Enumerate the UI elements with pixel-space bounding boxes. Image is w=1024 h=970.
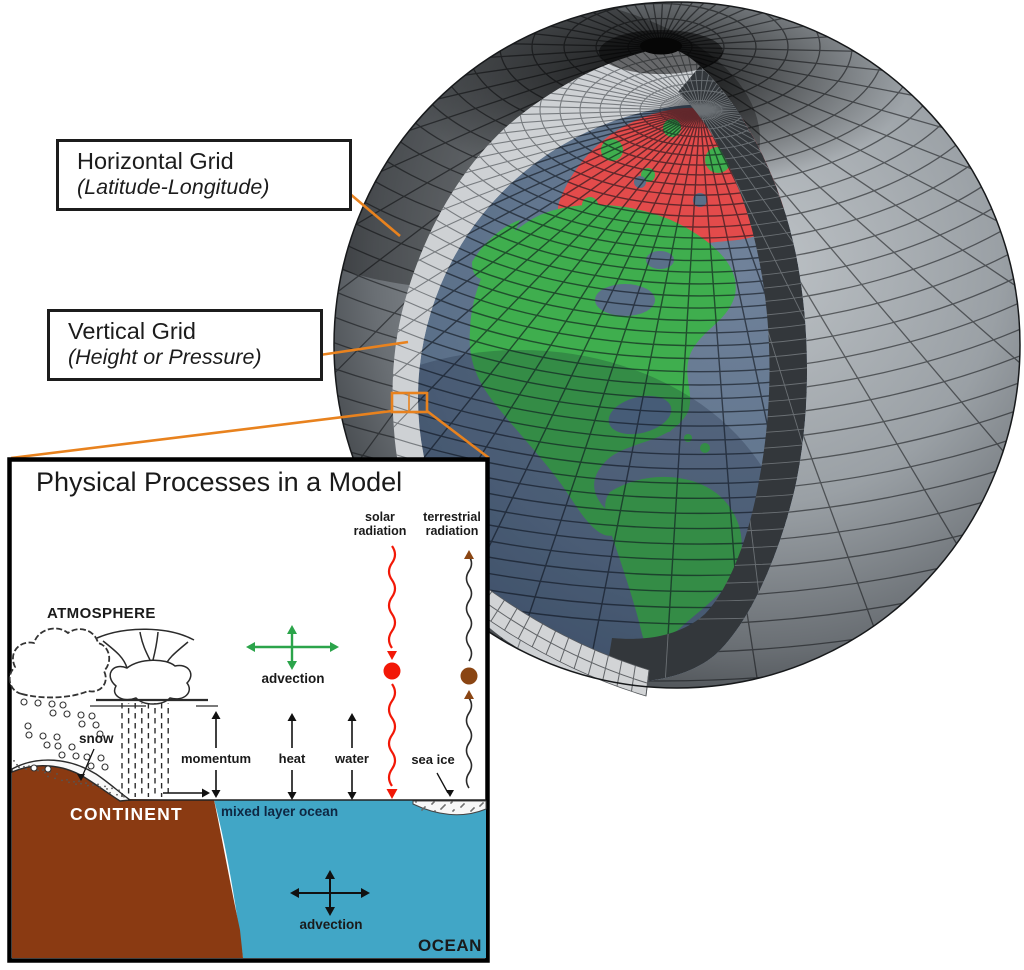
inset-title: Physical Processes in a Model xyxy=(36,467,403,497)
snow-cloud xyxy=(8,627,111,699)
inset-ocean xyxy=(214,800,486,958)
vertical-grid-title: Vertical Grid xyxy=(68,318,196,344)
mixed-layer-ocean-label: mixed layer ocean xyxy=(221,804,339,819)
terrestrial-radiation-label-line2: radiation xyxy=(425,523,479,538)
heat-label: heat xyxy=(278,751,306,766)
callout-connectors xyxy=(10,187,490,460)
horizontal-grid-subtitle: (Latitude-Longitude) xyxy=(77,175,270,199)
sea-ice-stipple xyxy=(415,801,484,812)
convective-cloud xyxy=(90,628,218,707)
solar-radiation-label: solar radiation xyxy=(344,510,416,538)
zoom-callout-line-left xyxy=(10,409,393,460)
flux-arrows xyxy=(81,714,449,797)
vertical-grid-subtitle: (Height or Pressure) xyxy=(68,345,262,369)
momentum-label: momentum xyxy=(180,751,252,766)
shell-cut-face-dark xyxy=(605,66,807,682)
rain-curtain xyxy=(121,703,169,797)
vertical-grid-callout: Vertical Grid (Height or Pressure) xyxy=(47,309,323,381)
advection-cross-ocean xyxy=(294,874,366,912)
zoom-callout-line-right xyxy=(426,409,490,460)
pole-hole xyxy=(640,37,682,55)
terrestrial-radiation-label-line1: terrestrial xyxy=(423,510,481,524)
advection-cross-atmosphere xyxy=(250,629,335,666)
snow-pointer-line xyxy=(81,748,95,778)
arrowheads xyxy=(77,550,474,916)
vertical-grid-pointer-line xyxy=(312,340,409,358)
sea-ice-pointer-line xyxy=(436,772,449,794)
great-lakes xyxy=(646,251,674,269)
falling-snow-dots xyxy=(20,698,109,773)
hudson-bay xyxy=(595,284,655,316)
solar-radiation-label-line2: radiation xyxy=(353,523,407,538)
solar-absorption-dot xyxy=(383,662,401,680)
water-label: water xyxy=(335,751,369,766)
north-america xyxy=(469,204,736,536)
terrestrial-emission-dot xyxy=(460,667,478,685)
ocean-label: OCEAN xyxy=(418,936,482,955)
solar-radiation-label-line1: solar xyxy=(365,510,395,524)
physical-processes-inset xyxy=(7,457,490,963)
globe-cutaway-illustration xyxy=(333,1,1021,697)
atmosphere-label: ATMOSPHERE xyxy=(47,605,156,622)
snow-covered-slope xyxy=(11,759,132,802)
horizontal-grid-callout: Horizontal Grid (Latitude-Longitude) xyxy=(56,139,352,211)
advection-air-label: advection xyxy=(261,671,325,686)
terrestrial-radiation-label: terrestrial radiation xyxy=(412,510,492,538)
advection-ocean-label: advection xyxy=(299,917,363,932)
sea-ice-label: sea ice xyxy=(411,752,455,767)
horizontal-grid-title: Horizontal Grid xyxy=(77,148,234,174)
continent-label: CONTINENT xyxy=(70,804,183,824)
horizontal-grid-pointer-line xyxy=(342,187,401,237)
inset-continent xyxy=(12,761,243,958)
radiation-squiggles xyxy=(387,545,473,789)
sphere-outline xyxy=(333,1,1021,689)
south-america xyxy=(605,476,742,648)
snow-label: snow xyxy=(79,731,114,746)
